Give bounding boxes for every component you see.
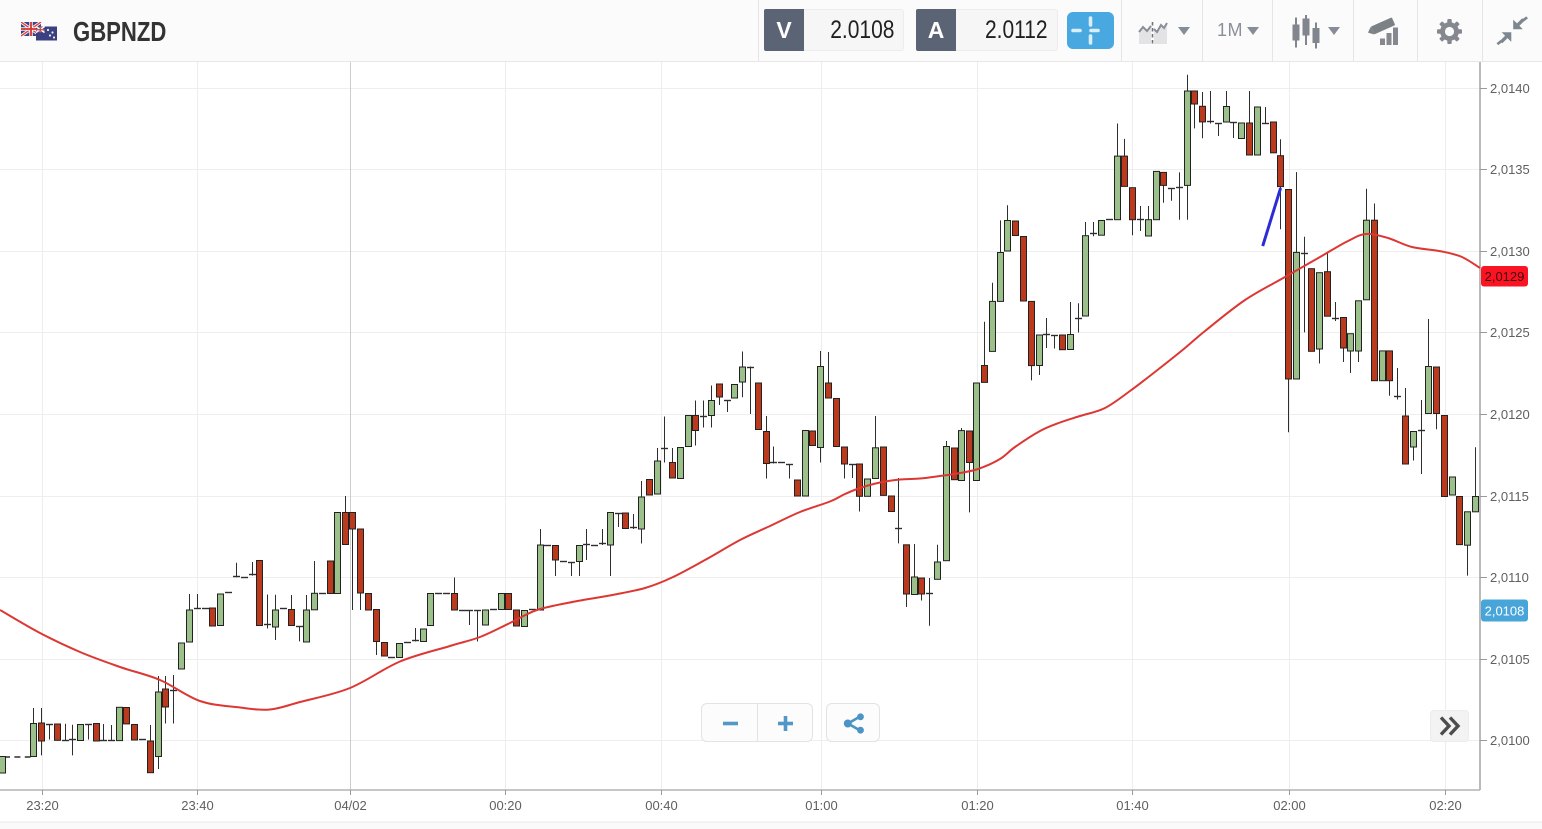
svg-text:2,0129: 2,0129 [1485, 269, 1525, 284]
svg-text:2,0140: 2,0140 [1490, 81, 1530, 96]
svg-text:02:20: 02:20 [1429, 798, 1462, 813]
svg-text:01:40: 01:40 [1116, 798, 1149, 813]
svg-text:2,0120: 2,0120 [1490, 407, 1530, 422]
svg-text:04/02: 04/02 [334, 798, 367, 813]
svg-text:23:40: 23:40 [181, 798, 214, 813]
svg-text:01:00: 01:00 [805, 798, 838, 813]
svg-text:2,0135: 2,0135 [1490, 162, 1530, 177]
svg-text:2,0110: 2,0110 [1490, 570, 1529, 585]
svg-text:00:40: 00:40 [645, 798, 678, 813]
svg-text:00:20: 00:20 [489, 798, 522, 813]
svg-text:2,0115: 2,0115 [1490, 489, 1529, 504]
svg-text:2,0130: 2,0130 [1490, 244, 1530, 259]
svg-text:01:20: 01:20 [961, 798, 994, 813]
svg-text:2,0100: 2,0100 [1490, 733, 1530, 748]
svg-text:2,0105: 2,0105 [1490, 652, 1530, 667]
svg-text:23:20: 23:20 [26, 798, 59, 813]
svg-text:02:00: 02:00 [1273, 798, 1306, 813]
svg-text:2,0108: 2,0108 [1485, 604, 1525, 619]
svg-text:2,0125: 2,0125 [1490, 325, 1530, 340]
